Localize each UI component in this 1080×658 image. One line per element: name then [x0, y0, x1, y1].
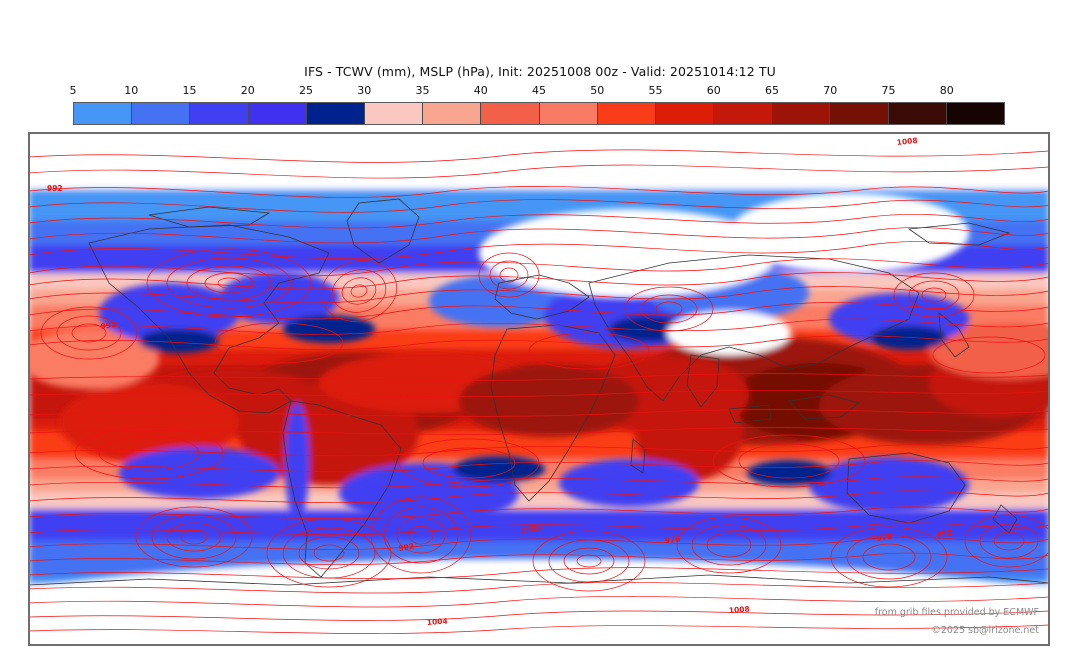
colorbar-tick-25: 25: [299, 84, 313, 97]
colorbar-band-35: [423, 103, 482, 124]
colorbar-band-5: [74, 103, 133, 124]
copyright-credit: ©2025 sb@irizone.net: [931, 625, 1039, 636]
colorbar-tick-15: 15: [182, 84, 197, 97]
colorbar-tick-65: 65: [765, 84, 779, 97]
colorbar-band-80: [946, 103, 1004, 124]
colorbar-tick-40: 40: [473, 84, 488, 97]
colorbar-band-15: [190, 103, 249, 124]
colorbar-tick-10: 10: [124, 84, 139, 97]
svg-text:992: 992: [936, 528, 953, 539]
colorbar-band-70: [830, 103, 889, 124]
colorbar-tick-labels: 5 10 15 20 25 30 35 40 45 50 55 60 65 70 75 80: [69, 84, 1005, 100]
map-canvas: 1008 992 992 992 1008 976 1008 1004 976 …: [29, 133, 1049, 645]
isobar-labels: 1008 992 992 992 1008 976 1008 1004 976 …: [47, 136, 953, 627]
colorbar-tick-45: 45: [532, 84, 546, 97]
data-source-credit: from grib files provided by ECMWF: [874, 607, 1039, 618]
colorbar-tick-55: 55: [648, 84, 663, 97]
svg-text:1008: 1008: [729, 605, 750, 615]
svg-text:976: 976: [876, 532, 893, 543]
colorbar-band-55: [655, 103, 715, 124]
tcwv-colorbar-legend: 5 10 15 20 25 30 35 40 45 50 55 60 65 70 75 80: [70, 84, 1005, 125]
colorbar-tick-80: 80: [939, 84, 954, 97]
svg-text:992: 992: [100, 320, 117, 331]
colorbar-tick-30: 30: [357, 84, 372, 97]
svg-text:1004: 1004: [427, 617, 448, 627]
colorbar-band-40: [481, 103, 540, 124]
svg-text:976: 976: [664, 534, 681, 545]
colorbar-band-75: [888, 103, 947, 124]
colorbar-bands: [73, 102, 1005, 125]
colorbar-tick-60: 60: [706, 84, 721, 97]
svg-text:992: 992: [398, 541, 415, 553]
colorbar-band-20: [248, 103, 307, 124]
colorbar-tick-35: 35: [415, 84, 430, 97]
coastlines: [29, 198, 1049, 586]
colorbar-tick-70: 70: [823, 84, 838, 97]
colorbar-tick-50: 50: [590, 84, 605, 97]
colorbar-tick-75: 75: [881, 84, 896, 97]
chart-title: IFS - TCWV (mm), MSLP (hPa), Init: 20251…: [304, 64, 776, 79]
colorbar-band-50: [597, 103, 656, 124]
svg-text:992: 992: [47, 184, 63, 193]
colorbar-band-30: [364, 103, 424, 124]
tcwv-field: 1008 992 992 992 1008 976 1008 1004 976 …: [29, 133, 1049, 645]
colorbar-band-25: [306, 103, 365, 124]
colorbar-tick-5: 5: [69, 84, 77, 97]
svg-text:1008: 1008: [520, 523, 542, 535]
colorbar-band-65: [772, 103, 831, 124]
colorbar-band-10: [132, 103, 191, 124]
colorbar-tick-20: 20: [240, 84, 255, 97]
svg-text:1008: 1008: [896, 136, 918, 147]
global-map-panel[interactable]: 1008 992 992 992 1008 976 1008 1004 976 …: [28, 132, 1050, 646]
colorbar-band-60: [714, 103, 773, 124]
mslp-isobars: [29, 149, 1049, 634]
colorbar-band-45: [539, 103, 598, 124]
